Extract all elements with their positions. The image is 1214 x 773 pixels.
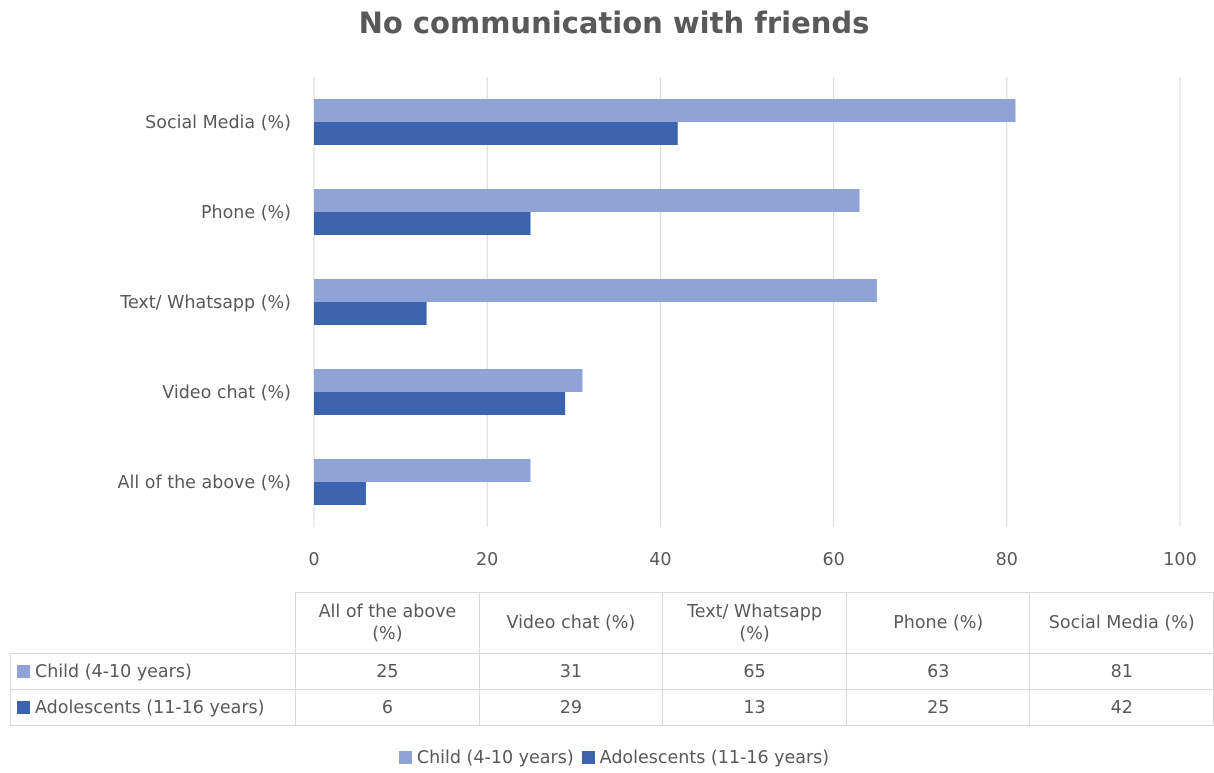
bar (314, 189, 860, 212)
table-column-header: Social Media (%) (1029, 592, 1214, 654)
table-column-header: Video chat (%) (478, 592, 664, 654)
x-tick-label: 40 (649, 550, 671, 570)
bar (314, 279, 877, 302)
chart-title: No communication with friends (358, 6, 870, 40)
chart-plot: All of the above (%) Video chat (%) Text/ … (118, 77, 1197, 570)
legend-item: Child (4-10 years) (398, 748, 574, 768)
bar (314, 302, 427, 325)
table-row-header: Adolescents (11-16 years) (9, 689, 297, 726)
table-cell: 42 (1029, 689, 1214, 726)
series-name: Child (4-10 years) (35, 661, 192, 682)
legend-label: Adolescents (11-16 years) (599, 748, 830, 768)
category-label: Social Media (%) (145, 113, 291, 133)
x-tick-labels: 0 20 40 60 80 100 (308, 550, 1196, 570)
category-labels: All of the above (%) Video chat (%) Text/ … (118, 113, 291, 493)
series-key-icon (17, 664, 30, 678)
bar (314, 459, 531, 482)
table-header-row: All of the above (%) Video chat (%) Text/ W… (10, 592, 1214, 654)
legend-label: Child (4-10 years) (416, 748, 574, 768)
table-column-header: All of the above (%) (295, 592, 480, 654)
table-corner (10, 592, 297, 654)
bar (314, 369, 583, 392)
table-cell: 25 (295, 653, 480, 690)
table-cell: 31 (478, 653, 664, 690)
table-cell: 63 (845, 653, 1031, 690)
bar (314, 99, 1016, 122)
data-table: All of the above (%) Video chat (%) Text/ W… (9, 592, 1214, 726)
bar (314, 392, 566, 415)
bars (314, 99, 1016, 505)
x-tick-label: 20 (476, 550, 498, 570)
table-cell: 29 (478, 689, 664, 726)
table-row: Child (4-10 years) 25 31 65 63 81 (9, 653, 1214, 690)
table-row: Adolescents (11-16 years) 6 29 13 25 42 (9, 689, 1214, 726)
series-name: Adolescents (11-16 years) (35, 697, 265, 718)
table-cell: 25 (845, 689, 1031, 726)
x-tick-label: 0 (308, 550, 319, 570)
category-label: Video chat (%) (162, 383, 291, 403)
table-column-header: Text/ Whatsapp (%) (662, 592, 847, 654)
category-label: All of the above (%) (118, 473, 291, 493)
table-column-header: Phone (%) (845, 592, 1031, 654)
legend-swatch-icon (581, 751, 595, 764)
bar (314, 212, 531, 235)
category-label: Phone (%) (201, 203, 291, 223)
series-key-icon (17, 700, 30, 714)
table-cell: 6 (295, 689, 480, 726)
table-cell: 65 (662, 653, 847, 690)
table-row-header: Child (4-10 years) (9, 653, 297, 690)
x-tick-label: 60 (822, 550, 844, 570)
legend-swatch-icon (398, 751, 412, 764)
legend-item: Adolescents (11-16 years) (581, 748, 830, 768)
table-cell: 81 (1029, 653, 1214, 690)
bar (314, 122, 678, 145)
x-tick-label: 100 (1163, 550, 1196, 570)
bar (314, 482, 366, 505)
category-label: Text/ Whatsapp (%) (119, 293, 291, 313)
table-cell: 13 (662, 689, 847, 726)
legend: Child (4-10 years) Adolescents (11-16 yea… (0, 748, 1214, 768)
x-tick-label: 80 (996, 550, 1018, 570)
